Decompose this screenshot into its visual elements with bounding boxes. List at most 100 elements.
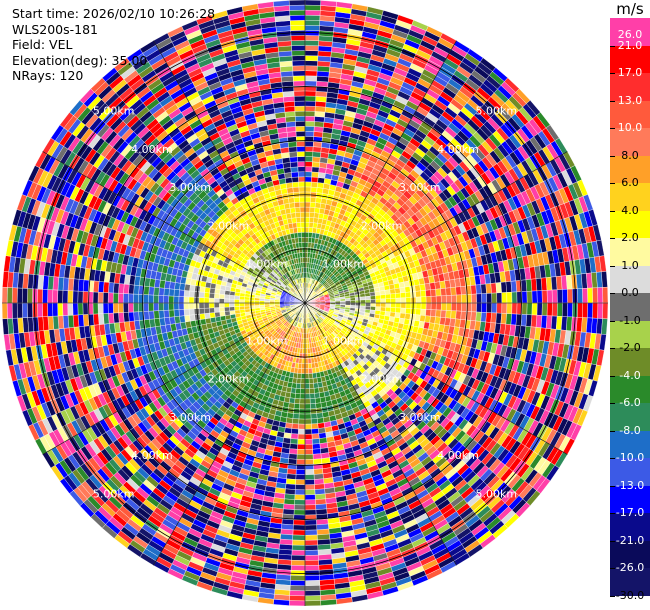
range-gate bbox=[304, 444, 313, 450]
range-gate bbox=[307, 358, 312, 364]
range-gate bbox=[308, 368, 313, 374]
range-gate bbox=[375, 302, 381, 308]
range-gate bbox=[304, 398, 311, 405]
range-gate bbox=[316, 182, 325, 189]
range-gate bbox=[304, 75, 318, 82]
range-gate bbox=[312, 156, 321, 163]
range-gate bbox=[370, 295, 376, 300]
range-gate bbox=[304, 459, 314, 465]
range-gate bbox=[491, 302, 498, 314]
range-gate bbox=[450, 286, 457, 296]
range-gate bbox=[285, 483, 296, 490]
range-gate bbox=[395, 292, 402, 299]
range-gate bbox=[286, 473, 297, 480]
range-gate bbox=[304, 544, 319, 551]
range-gate bbox=[451, 294, 457, 304]
range-gate bbox=[435, 309, 442, 318]
range-gate bbox=[440, 302, 447, 311]
range-gate bbox=[405, 291, 412, 298]
range-gate bbox=[288, 448, 298, 455]
range-gate bbox=[475, 284, 482, 295]
range-gate bbox=[400, 307, 407, 314]
range-gate bbox=[365, 299, 371, 304]
range-gate bbox=[350, 297, 356, 301]
range-gate bbox=[592, 302, 599, 319]
range-gate bbox=[313, 473, 324, 480]
range-gate bbox=[314, 121, 325, 128]
range-gate bbox=[582, 302, 588, 318]
range-gate bbox=[461, 294, 467, 304]
range-gate bbox=[311, 171, 319, 178]
range-gate bbox=[304, 373, 310, 379]
range-gate bbox=[293, 504, 306, 511]
range-gate bbox=[296, 449, 306, 455]
range-gate bbox=[435, 288, 442, 297]
range-gate bbox=[304, 206, 311, 213]
range-gate bbox=[471, 302, 477, 313]
range-gate bbox=[602, 302, 609, 320]
range-gate bbox=[315, 101, 327, 108]
range-gate bbox=[304, 146, 314, 152]
range-gate bbox=[293, 509, 306, 516]
range-gate bbox=[399, 286, 406, 294]
range-gate bbox=[577, 288, 583, 304]
range-gate bbox=[304, 90, 317, 97]
range-gate bbox=[308, 227, 314, 233]
range-gate bbox=[292, 418, 300, 425]
range-gate bbox=[435, 295, 442, 304]
range-gate bbox=[304, 529, 318, 536]
range-gate bbox=[295, 383, 301, 389]
range-gate bbox=[309, 388, 315, 394]
range-gate bbox=[310, 186, 318, 193]
range-gate bbox=[296, 373, 302, 379]
range-gate bbox=[304, 216, 310, 223]
range-gate bbox=[304, 201, 311, 208]
range-gate bbox=[308, 378, 314, 384]
range-gate bbox=[304, 378, 310, 384]
range-gate bbox=[313, 468, 324, 475]
range-gate bbox=[601, 271, 608, 288]
range-gate bbox=[295, 484, 306, 491]
range-gate bbox=[445, 287, 452, 296]
range-gate bbox=[430, 309, 437, 317]
range-gate bbox=[304, 539, 318, 546]
range-gate bbox=[430, 302, 437, 311]
range-gate bbox=[291, 423, 299, 430]
range-gate bbox=[313, 458, 323, 465]
range-gate bbox=[313, 382, 319, 389]
range-gate bbox=[380, 294, 386, 300]
range-gate bbox=[290, 433, 299, 440]
range-gate bbox=[300, 383, 306, 390]
range-gate bbox=[460, 285, 467, 295]
range-gate bbox=[304, 469, 315, 475]
range-gate bbox=[304, 433, 313, 440]
range-gate bbox=[476, 302, 482, 313]
range-gate bbox=[551, 302, 558, 317]
range-gate bbox=[546, 289, 553, 304]
range-gate bbox=[293, 403, 300, 410]
range-gate bbox=[311, 433, 320, 440]
range-gate bbox=[304, 166, 313, 173]
range-gate bbox=[562, 289, 568, 304]
range-gate bbox=[597, 287, 604, 304]
range-gate bbox=[304, 519, 317, 526]
range-gate bbox=[601, 318, 608, 335]
range-gate bbox=[290, 575, 306, 581]
range-gate bbox=[445, 310, 452, 319]
range-gate bbox=[471, 293, 477, 304]
range-gate bbox=[304, 20, 320, 26]
range-gate bbox=[506, 291, 513, 304]
range-gate bbox=[304, 428, 313, 435]
range-gate bbox=[289, 443, 298, 450]
range-gate bbox=[314, 397, 322, 404]
range-gate bbox=[395, 307, 402, 314]
range-gate bbox=[582, 288, 588, 304]
range-gate bbox=[300, 373, 306, 379]
range-gate bbox=[309, 398, 316, 405]
range-gate bbox=[304, 494, 316, 501]
range-gate bbox=[304, 40, 319, 46]
range-gate bbox=[375, 294, 381, 300]
range-gate bbox=[311, 438, 320, 445]
range-gate bbox=[313, 126, 324, 133]
